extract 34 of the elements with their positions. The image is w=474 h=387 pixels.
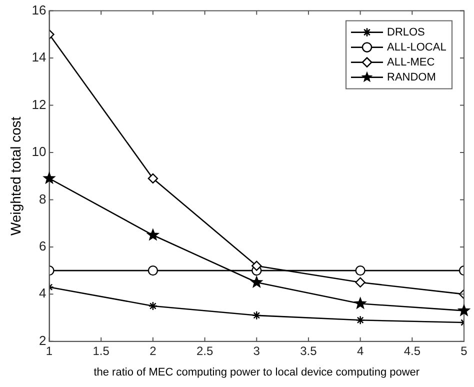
y-tick-label: 12 bbox=[32, 96, 46, 112]
point bbox=[356, 316, 365, 325]
point bbox=[148, 173, 158, 184]
point bbox=[250, 275, 264, 288]
x-tick-label: 1 bbox=[46, 344, 53, 358]
point bbox=[355, 265, 366, 276]
y-tick-label: 8 bbox=[39, 191, 46, 206]
y-tick-label: 14 bbox=[32, 50, 46, 65]
y-tick-label: 2 bbox=[39, 332, 46, 348]
point bbox=[148, 301, 158, 311]
y-tick-label: 4 bbox=[39, 286, 46, 301]
legend-label: ALL-MEC bbox=[387, 56, 435, 68]
point bbox=[252, 260, 262, 271]
y-tick-label: 10 bbox=[32, 144, 46, 160]
x-tick-label: 2 bbox=[150, 344, 157, 358]
x-tick-label: 2.5 bbox=[196, 344, 214, 358]
x-axis-title: the ratio of MEC computing power to local device computing power bbox=[94, 366, 420, 378]
x-tick-label: 4.5 bbox=[404, 344, 421, 358]
legend-label: RANDOM bbox=[387, 71, 436, 84]
point bbox=[354, 296, 367, 310]
point bbox=[355, 277, 366, 288]
y-tick-label: 16 bbox=[32, 2, 46, 18]
y-axis-title: Weighted total cost bbox=[7, 116, 24, 236]
legend-label: ALL-LOCAL bbox=[387, 41, 446, 54]
x-tick-label: 4 bbox=[356, 344, 364, 358]
x-tick-label: 5 bbox=[460, 344, 468, 358]
y-tick-label: 6 bbox=[39, 238, 46, 254]
legend-label: DRLOS bbox=[387, 26, 425, 38]
point bbox=[146, 228, 160, 241]
x-tick-label: 3.5 bbox=[300, 344, 318, 358]
point bbox=[148, 265, 158, 276]
point bbox=[252, 310, 262, 320]
x-tick-label: 3 bbox=[253, 344, 260, 358]
x-tick-label: 1.5 bbox=[92, 344, 110, 358]
